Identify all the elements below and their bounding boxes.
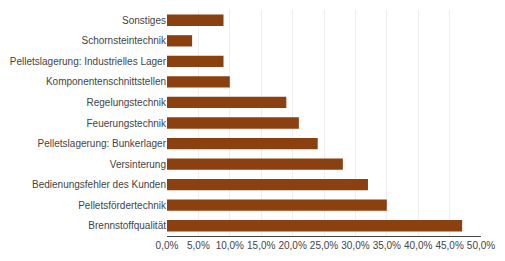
svg-text:Versinterung: Versinterung: [110, 159, 166, 170]
svg-text:0,0%: 0,0%: [156, 240, 179, 251]
svg-text:15,0%: 15,0%: [247, 240, 275, 251]
svg-text:35,0%: 35,0%: [373, 240, 401, 251]
svg-text:50,0%: 50,0%: [467, 240, 495, 251]
svg-text:Bedienungsfehler des Kunden: Bedienungsfehler des Kunden: [32, 179, 166, 190]
svg-text:5,0%: 5,0%: [187, 240, 210, 251]
svg-text:30,0%: 30,0%: [341, 240, 369, 251]
svg-text:Sonstiges: Sonstiges: [122, 15, 166, 26]
svg-text:20,0%: 20,0%: [278, 240, 306, 251]
svg-text:Regelungstechnik: Regelungstechnik: [87, 97, 167, 108]
svg-text:Brennstoffqualität: Brennstoffqualität: [88, 220, 166, 231]
svg-text:25,0%: 25,0%: [310, 240, 338, 251]
svg-text:Pelletsfördertechnik: Pelletsfördertechnik: [78, 200, 167, 211]
svg-text:40,0%: 40,0%: [404, 240, 432, 251]
svg-text:Pelletslagerung: Industrielles: Pelletslagerung: Industrielles Lager: [10, 56, 167, 67]
svg-text:10,0%: 10,0%: [216, 240, 244, 251]
svg-text:Pelletslagerung: Bunkerlager: Pelletslagerung: Bunkerlager: [38, 138, 167, 149]
svg-text:Feuerungstechnik: Feuerungstechnik: [87, 118, 167, 129]
svg-text:45,0%: 45,0%: [435, 240, 463, 251]
svg-text:Komponentenschnittstellen: Komponentenschnittstellen: [46, 76, 166, 87]
svg-text:Schornsteintechnik: Schornsteintechnik: [82, 35, 167, 46]
